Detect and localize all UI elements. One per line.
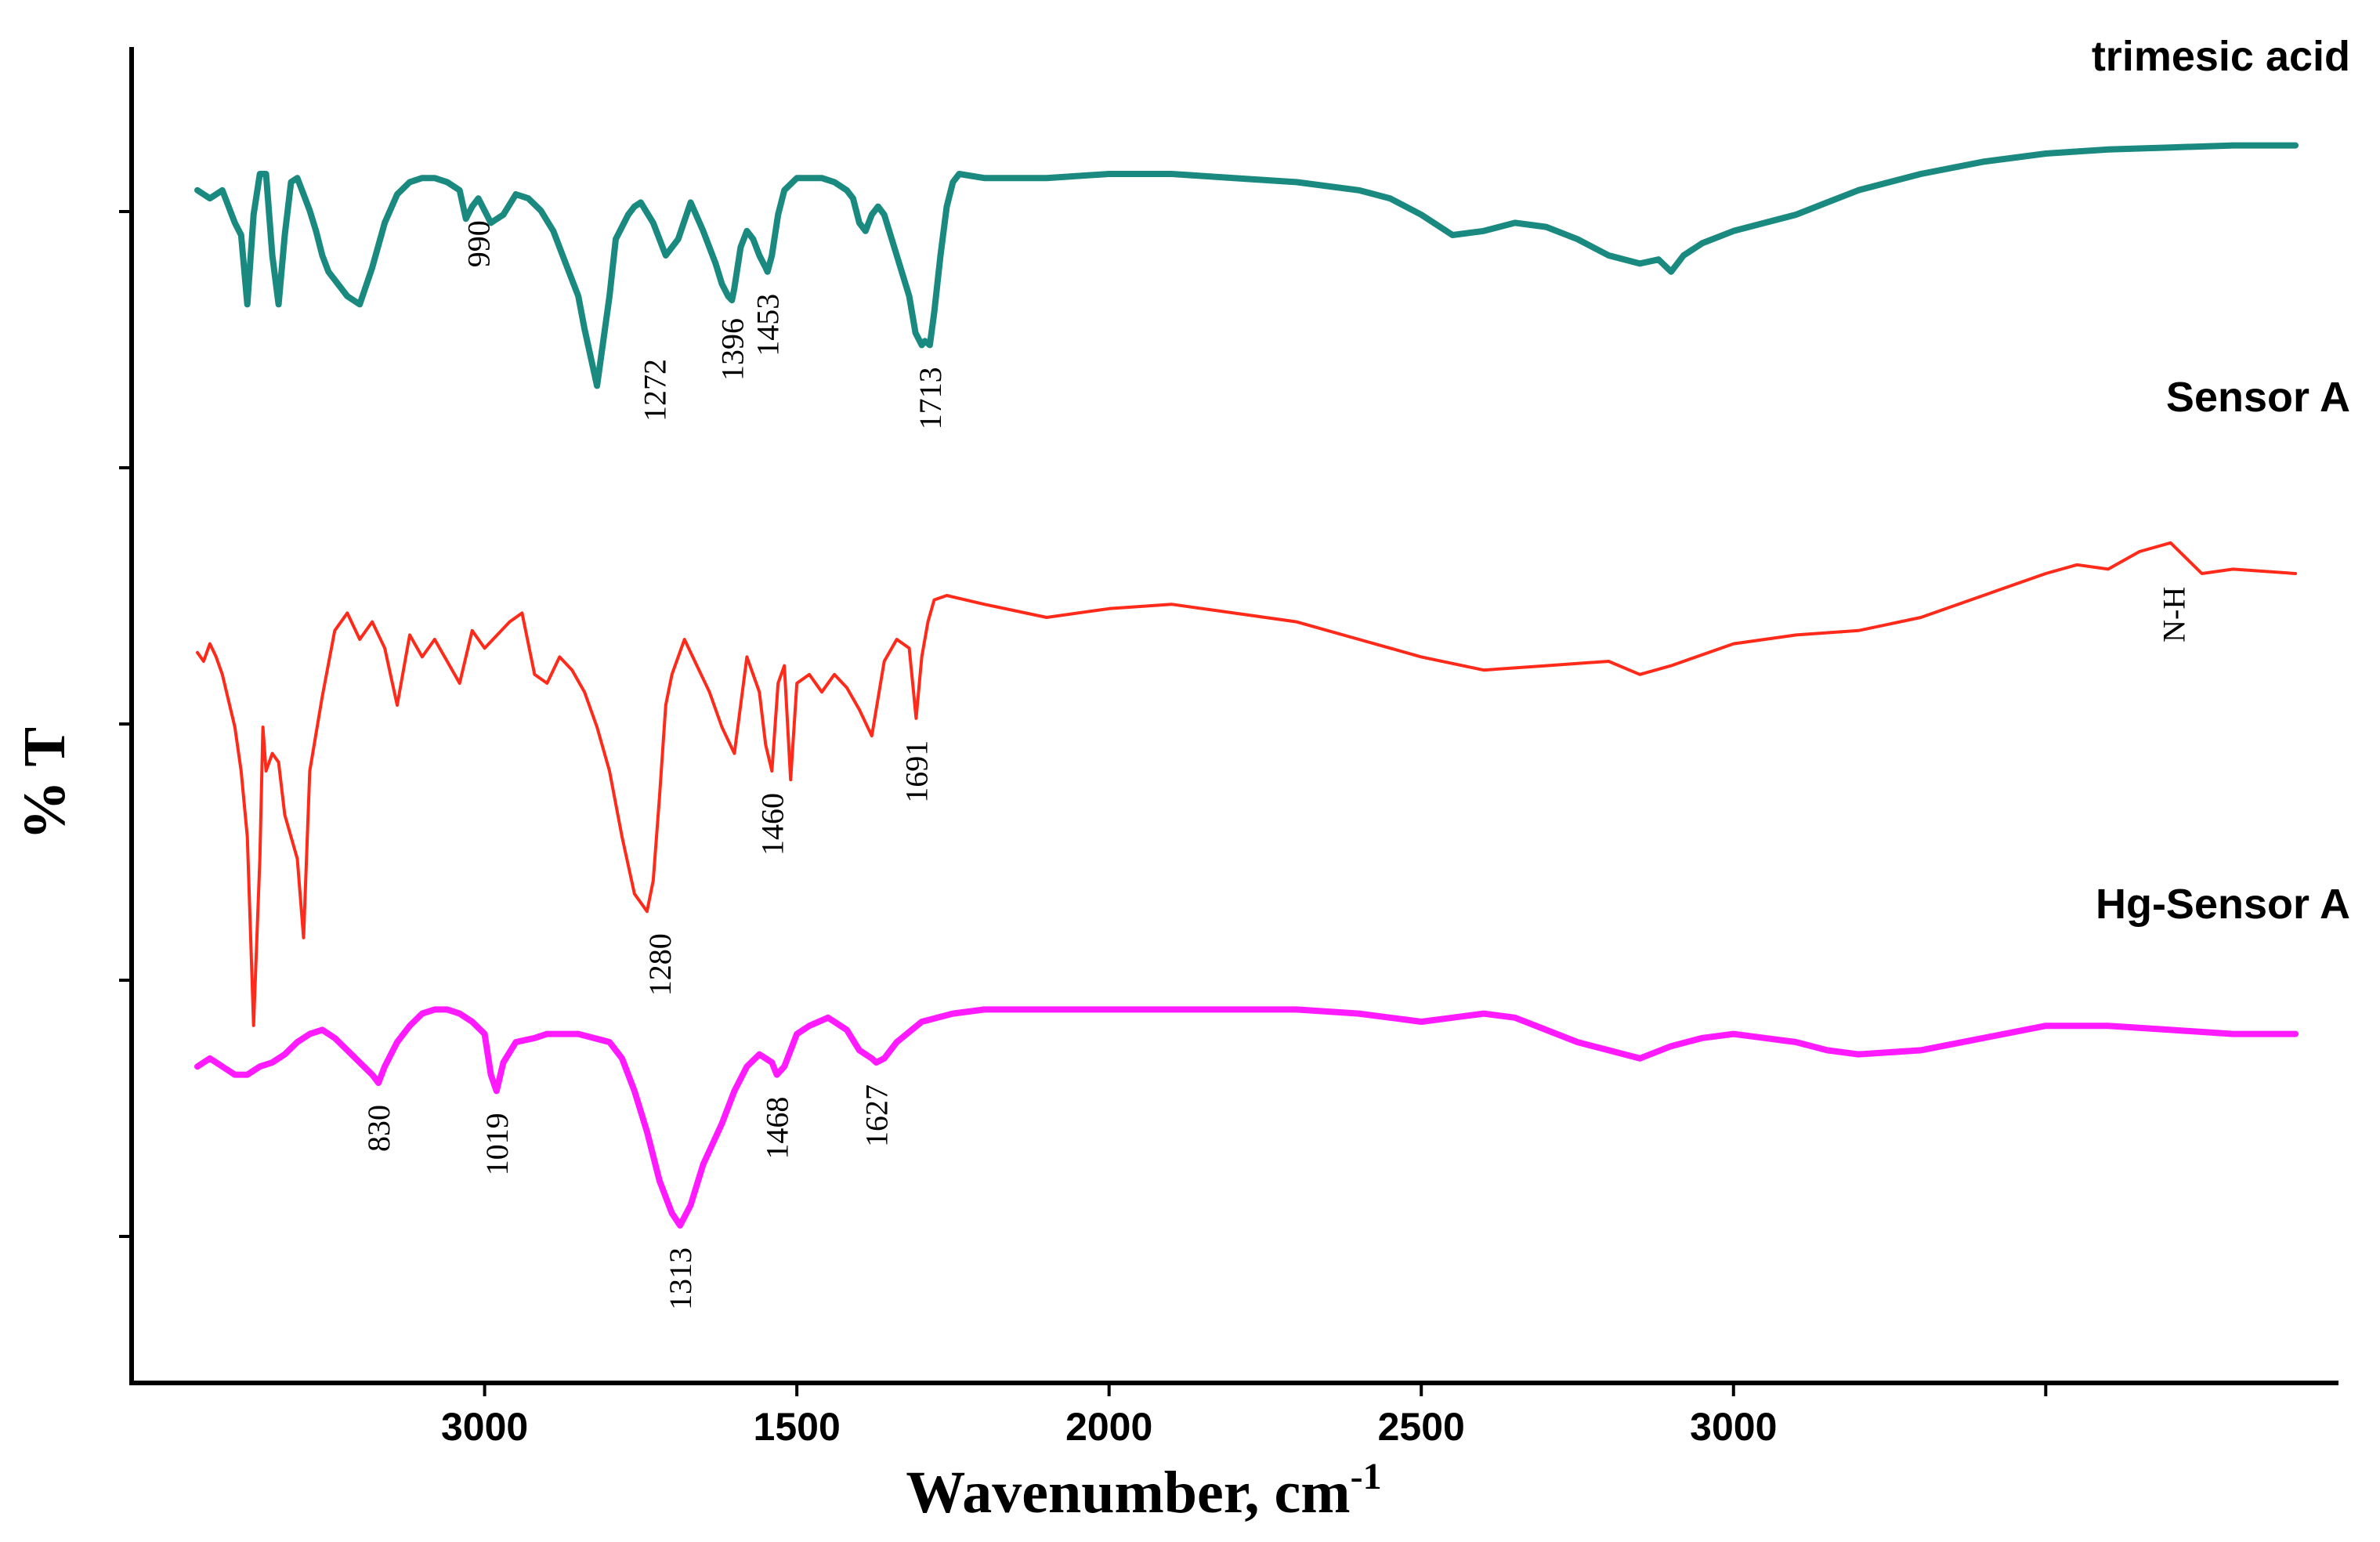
peak-label: 830	[361, 1105, 396, 1152]
peak-label: 1468	[760, 1097, 795, 1160]
series-name-label: trimesic acid	[2092, 33, 2350, 80]
peak-label: N-H	[2157, 587, 2192, 642]
series-line-0	[194, 142, 2299, 389]
x-tick-label: 2000	[1065, 1405, 1152, 1449]
peak-label: 1627	[859, 1084, 894, 1147]
peak-label: 1272	[637, 359, 672, 422]
peak-label: 1460	[754, 793, 790, 856]
peak-label: 1396	[714, 318, 750, 381]
peak-label: 1019	[479, 1113, 515, 1175]
series-group	[194, 142, 2299, 1229]
series-line-2	[194, 1006, 2299, 1229]
peak-label: 1691	[899, 740, 934, 803]
x-tick-label: 2500	[1378, 1405, 1465, 1449]
y-axis-title: % T	[12, 727, 78, 840]
series-names: trimesic acid Sensor A Hg-Sensor A	[2092, 33, 2350, 928]
x-ticks: 3000 1500 2000 2500 3000	[441, 1383, 2048, 1449]
x-tick-label: 3000	[441, 1405, 528, 1449]
series-name-label: Hg-Sensor A	[2096, 881, 2350, 928]
peak-labels: 990 1272 1396 1453 1713 1280 1460 1691 N-H 830 101…	[361, 220, 2192, 1310]
x-tick-label: 3000	[1690, 1405, 1777, 1449]
series-name-label: Sensor A	[2166, 374, 2350, 421]
peak-label: 990	[461, 220, 497, 267]
peak-label: 1280	[642, 933, 678, 996]
x-axis-title-main: Wavenumber, cm	[906, 1460, 1350, 1526]
peak-label: 1453	[751, 294, 786, 357]
peak-label: 1313	[663, 1247, 698, 1310]
x-axis-title: Wavenumber, cm-1	[906, 1456, 1381, 1526]
series-line-1	[196, 541, 2298, 1027]
peak-label: 1713	[913, 367, 948, 429]
y-ticks	[119, 210, 132, 1238]
x-axis-title-superscript: -1	[1351, 1456, 1382, 1497]
axes	[129, 47, 2338, 1385]
x-tick-label: 1500	[754, 1405, 841, 1449]
